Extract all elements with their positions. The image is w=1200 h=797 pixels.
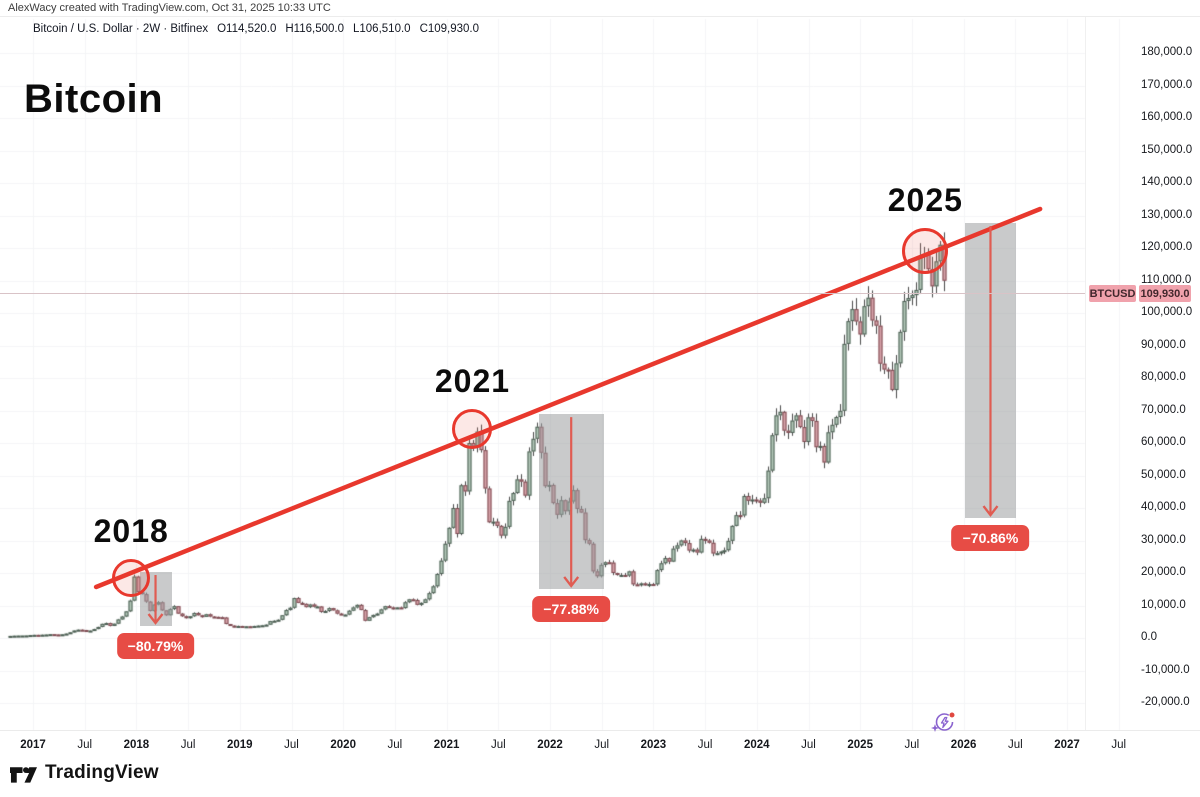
price-label-value: 109,930.0 [1139, 285, 1191, 302]
price-tick-label: 10,000.0 [1141, 598, 1186, 611]
time-tick-label: 2022 [537, 739, 563, 751]
drawdown-box-2025[interactable] [964, 222, 1017, 519]
boost-lightning-icon[interactable] [931, 709, 957, 735]
time-tick-label: Jul [490, 739, 506, 751]
time-tick-label: 2019 [227, 739, 253, 751]
time-tick-label: 2024 [744, 739, 770, 751]
time-tick-label: Jul [594, 739, 610, 751]
time-tick-label: Jul [904, 739, 920, 751]
last-price-label: BTCUSD 109,930.0 [1089, 285, 1191, 302]
price-tick-label: 130,000.0 [1141, 208, 1193, 221]
price-tick-label: 120,000.0 [1141, 241, 1193, 253]
symbol-legend: Bitcoin / U.S. Dollar · 2W · Bitfinex O11… [33, 23, 488, 35]
time-tick-label: 2018 [123, 739, 150, 751]
price-tick-label: 60,000.0 [1141, 436, 1186, 448]
footer: TradingView [10, 762, 159, 784]
time-tick-label: Jul [284, 739, 299, 751]
sparkle-icon [931, 724, 939, 732]
attribution-text: AlexWacy created with TradingView.com, O… [8, 2, 331, 14]
drawdown-pct-label-2025[interactable]: −70.86% [951, 525, 1030, 552]
last-price-line [0, 293, 1085, 294]
time-tick-label: 2023 [640, 739, 667, 751]
price-tick-label: 150,000.0 [1141, 143, 1193, 156]
time-tick-label: 2020 [330, 739, 356, 751]
year-annotation-2021[interactable]: 2021 [434, 363, 511, 400]
price-tick-label: 170,000.0 [1141, 78, 1193, 91]
price-tick-label: 30,000.0 [1141, 533, 1186, 546]
ohlc-open: O114,520.0 [217, 23, 277, 35]
ohlc-high: H116,500.0 [285, 23, 344, 35]
symbol-title[interactable]: Bitcoin / U.S. Dollar · 2W · Bitfinex [33, 23, 209, 35]
price-tick-label: 140,000.0 [1141, 176, 1193, 188]
time-tick-label: 2021 [433, 739, 460, 751]
time-scale[interactable]: 2017 Jul 2018 Jul 2019 Jul 2020 Jul 2021 Jul 2022 J… [0, 730, 1200, 757]
price-tick-label: 100,000.0 [1141, 306, 1193, 318]
price-tick-label: 70,000.0 [1141, 403, 1186, 416]
time-tick-label: Jul [1111, 739, 1127, 751]
time-tick-label: 2017 [20, 739, 46, 751]
time-tick-label: 2026 [950, 739, 977, 751]
price-tick-label: -10,000.0 [1141, 663, 1190, 676]
price-tick-label: 160,000.0 [1141, 111, 1193, 123]
chart-panel: Bitcoin / U.S. Dollar · 2W · Bitfinex O11… [0, 16, 1200, 756]
drawdown-box-2021[interactable] [538, 414, 604, 589]
price-tick-label: 80,000.0 [1141, 371, 1186, 383]
tradingview-logo-icon[interactable] [10, 762, 37, 784]
price-tick-label: 90,000.0 [1141, 338, 1186, 351]
price-tick-label: 20,000.0 [1141, 566, 1186, 578]
ohlc-close: C109,930.0 [419, 23, 480, 35]
drawdown-pct-label-2021[interactable]: −77.88% [532, 595, 611, 622]
time-tick-label: Jul [77, 739, 93, 751]
drawdown-pct-label-2018[interactable]: −80.79% [116, 632, 195, 659]
red-dot [949, 712, 955, 718]
time-tick-label: 2025 [847, 739, 873, 751]
time-tick-label: Jul [697, 739, 713, 751]
price-tick-label: 110,000.0 [1141, 273, 1192, 286]
tradingview-wordmark[interactable]: TradingView [45, 762, 159, 783]
ohlc-low: L106,510.0 [353, 23, 411, 35]
time-tick-label: Jul [1007, 739, 1023, 751]
time-tick-label: Jul [387, 739, 403, 751]
chart-title: Bitcoin [24, 77, 164, 121]
price-label-symbol: BTCUSD [1089, 285, 1136, 302]
peak-circle-2018[interactable] [112, 558, 151, 597]
price-scale[interactable]: USD 180,000.0170,000.0160,000.0150,000.0… [1085, 17, 1200, 730]
year-annotation-2025[interactable]: 2025 [887, 182, 963, 219]
year-annotation-2018[interactable]: 2018 [93, 512, 169, 549]
time-tick-label: Jul [180, 739, 196, 751]
price-tick-label: 180,000.0 [1141, 46, 1193, 58]
price-tick-label: 50,000.0 [1141, 468, 1186, 481]
price-tick-label: -20,000.0 [1141, 696, 1190, 708]
time-tick-label: Jul [801, 739, 816, 751]
price-tick-label: 40,000.0 [1141, 501, 1186, 513]
time-tick-label: 2027 [1054, 739, 1080, 751]
price-tick-label: 0.0 [1141, 631, 1157, 643]
